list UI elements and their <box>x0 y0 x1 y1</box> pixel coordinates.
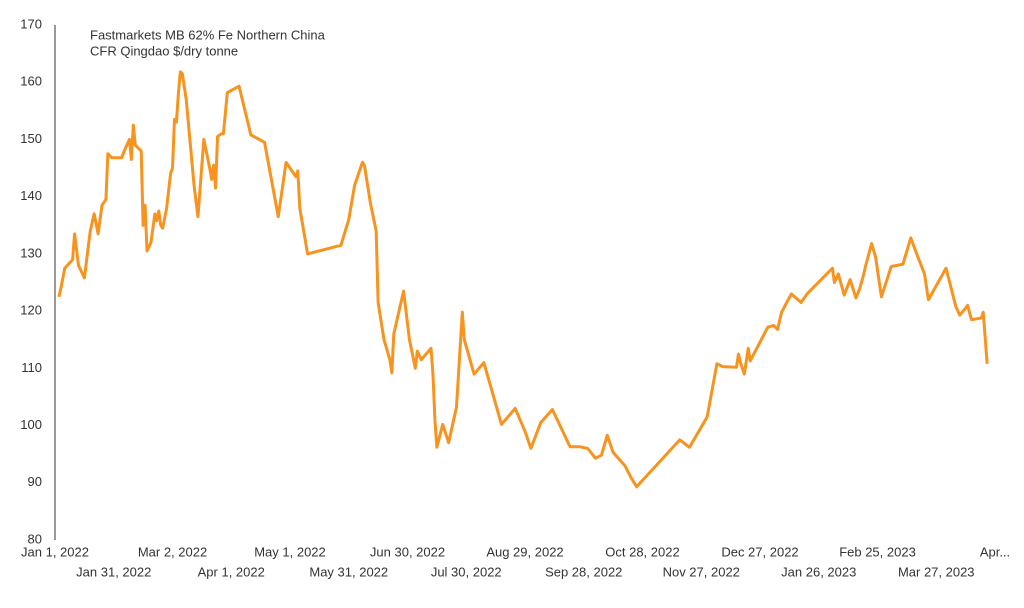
y-tick-label: 100 <box>20 417 42 432</box>
x-tick-label: Feb 25, 2023 <box>839 544 916 559</box>
x-tick-label: May 1, 2022 <box>254 544 326 559</box>
y-tick-label: 120 <box>20 303 42 318</box>
chart-title: Fastmarkets MB 62% Fe Northern China <box>90 27 326 42</box>
x-tick-label: May 31, 2022 <box>309 564 388 579</box>
x-tick-label: Dec 27, 2022 <box>721 544 798 559</box>
y-tick-label: 150 <box>20 131 42 146</box>
y-tick-label: 140 <box>20 188 42 203</box>
price-line <box>57 70 989 489</box>
y-tick-label: 90 <box>28 474 42 489</box>
x-tick-label: Jan 31, 2022 <box>76 564 151 579</box>
x-tick-label: Jun 30, 2022 <box>370 544 445 559</box>
x-tick-label: Jan 26, 2023 <box>781 564 856 579</box>
y-tick-label: 80 <box>28 531 42 546</box>
x-tick-label: Nov 27, 2022 <box>663 564 740 579</box>
y-tick-label: 160 <box>20 74 42 89</box>
x-tick-label: Jan 1, 2022 <box>21 544 89 559</box>
x-tick-label: Mar 27, 2023 <box>898 564 975 579</box>
chart-title: CFR Qingdao $/dry tonne <box>90 43 238 58</box>
x-tick-label: Sep 28, 2022 <box>545 564 622 579</box>
x-tick-label: Apr... <box>980 544 1010 559</box>
y-tick-label: 170 <box>20 16 42 31</box>
x-tick-label: Jul 30, 2022 <box>431 564 502 579</box>
x-tick-label: Oct 28, 2022 <box>605 544 679 559</box>
x-tick-label: Aug 29, 2022 <box>486 544 563 559</box>
x-tick-label: Mar 2, 2022 <box>138 544 207 559</box>
x-tick-label: Apr 1, 2022 <box>198 564 265 579</box>
y-tick-label: 130 <box>20 245 42 260</box>
y-tick-label: 110 <box>21 360 42 375</box>
